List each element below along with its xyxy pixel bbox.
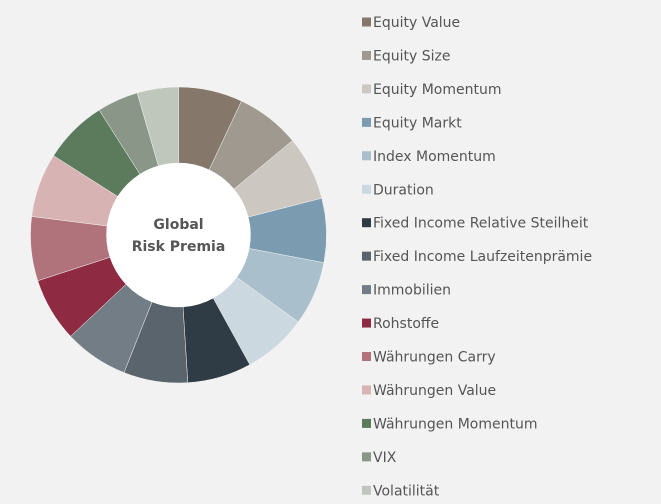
legend-label: Equity Momentum bbox=[373, 82, 502, 98]
donut-hole bbox=[106, 163, 251, 307]
legend-label: Rohstoffe bbox=[373, 316, 439, 332]
legend-label: Immobilien bbox=[373, 283, 451, 299]
legend-swatch bbox=[362, 318, 371, 328]
legend-label: Währungen Momentum bbox=[373, 416, 538, 432]
legend-swatch bbox=[362, 485, 371, 495]
legend-swatch bbox=[362, 17, 371, 27]
legend-label: Fixed Income Laufzeitenprämie bbox=[373, 249, 592, 265]
legend-swatch bbox=[362, 385, 371, 395]
legend-swatch bbox=[362, 251, 371, 261]
legend-label: Währungen Value bbox=[373, 383, 496, 399]
legend-swatch bbox=[362, 285, 371, 295]
center-label: Global bbox=[153, 217, 203, 233]
legend-label: Equity Markt bbox=[373, 115, 462, 131]
legend-swatch bbox=[362, 352, 371, 361]
legend-swatch bbox=[362, 184, 371, 194]
legend-swatch bbox=[362, 218, 371, 228]
legend-label: Equity Value bbox=[373, 15, 460, 31]
legend-swatch bbox=[362, 418, 371, 428]
legend-swatch bbox=[362, 151, 371, 161]
legend-swatch bbox=[362, 117, 371, 127]
center-label: Risk Premia bbox=[132, 239, 226, 255]
legend-swatch bbox=[362, 50, 371, 60]
legend-label: Index Momentum bbox=[373, 149, 496, 165]
legend-swatch bbox=[362, 84, 371, 94]
legend-swatch bbox=[362, 452, 371, 462]
legend-label: Equity Size bbox=[373, 48, 450, 64]
legend-label: Fixed Income Relative Steilheit bbox=[373, 216, 589, 232]
legend-label: VIX bbox=[373, 450, 397, 466]
legend-label: Volatilität bbox=[373, 483, 440, 499]
legend-label: Duration bbox=[373, 182, 434, 198]
legend-label: Währungen Carry bbox=[373, 350, 496, 366]
